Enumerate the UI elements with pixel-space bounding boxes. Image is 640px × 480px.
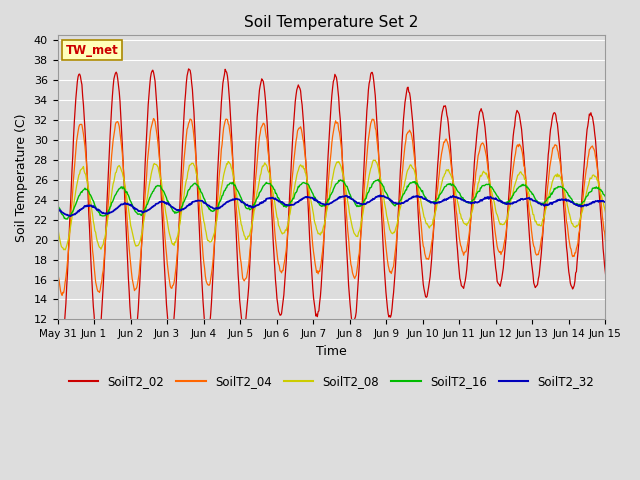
- SoilT2_32: [56, 208, 63, 214]
- SoilT2_02: [318, 271, 326, 277]
- Line: SoilT2_04: SoilT2_04: [58, 119, 623, 295]
- SoilT2_32: [475, 199, 483, 204]
- SoilT2_02: [54, 317, 61, 323]
- SoilT2_08: [620, 190, 627, 195]
- SoilT2_08: [56, 237, 63, 242]
- SoilT2_16: [296, 182, 303, 188]
- SoilT2_16: [475, 189, 483, 194]
- Line: SoilT2_02: SoilT2_02: [58, 69, 623, 344]
- SoilT2_08: [296, 163, 303, 168]
- SoilT2_16: [620, 194, 627, 200]
- SoilT2_32: [67, 213, 74, 219]
- SoilT2_08: [461, 221, 469, 227]
- SoilT2_08: [317, 229, 325, 235]
- SoilT2_02: [461, 278, 469, 284]
- SoilT2_32: [317, 201, 325, 206]
- SoilT2_02: [134, 316, 141, 322]
- SoilT2_08: [54, 224, 61, 230]
- Y-axis label: Soil Temperature (C): Soil Temperature (C): [15, 113, 28, 241]
- SoilT2_32: [461, 198, 469, 204]
- SoilT2_02: [297, 88, 305, 94]
- SoilT2_04: [58, 292, 66, 298]
- SoilT2_04: [150, 116, 157, 121]
- Line: SoilT2_08: SoilT2_08: [58, 160, 623, 250]
- SoilT2_08: [61, 247, 69, 253]
- SoilT2_04: [461, 249, 469, 255]
- Title: Soil Temperature Set 2: Soil Temperature Set 2: [244, 15, 419, 30]
- SoilT2_02: [620, 129, 627, 135]
- SoilT2_16: [134, 211, 141, 217]
- SoilT2_08: [134, 243, 141, 249]
- SoilT2_04: [54, 264, 61, 269]
- SoilT2_32: [620, 204, 627, 210]
- SoilT2_02: [185, 66, 193, 72]
- SoilT2_08: [475, 179, 483, 185]
- SoilT2_16: [374, 177, 382, 182]
- SoilT2_32: [134, 207, 141, 213]
- SoilT2_08: [370, 157, 378, 163]
- SoilT2_16: [54, 201, 61, 207]
- SoilT2_02: [58, 341, 65, 347]
- SoilT2_04: [134, 281, 141, 287]
- SoilT2_04: [56, 283, 63, 289]
- SoilT2_04: [620, 161, 627, 167]
- Text: TW_met: TW_met: [66, 44, 118, 57]
- SoilT2_04: [297, 124, 305, 130]
- SoilT2_02: [475, 114, 483, 120]
- Line: SoilT2_16: SoilT2_16: [58, 180, 623, 219]
- Line: SoilT2_32: SoilT2_32: [58, 195, 623, 216]
- SoilT2_32: [376, 192, 383, 198]
- SoilT2_32: [296, 197, 303, 203]
- SoilT2_32: [54, 206, 61, 212]
- SoilT2_16: [461, 198, 469, 204]
- X-axis label: Time: Time: [316, 345, 347, 358]
- SoilT2_02: [56, 337, 63, 343]
- SoilT2_04: [475, 150, 483, 156]
- Legend: SoilT2_02, SoilT2_04, SoilT2_08, SoilT2_16, SoilT2_32: SoilT2_02, SoilT2_04, SoilT2_08, SoilT2_…: [64, 371, 599, 393]
- SoilT2_16: [317, 203, 325, 209]
- SoilT2_04: [318, 253, 326, 259]
- SoilT2_16: [62, 216, 70, 222]
- SoilT2_16: [56, 206, 63, 212]
